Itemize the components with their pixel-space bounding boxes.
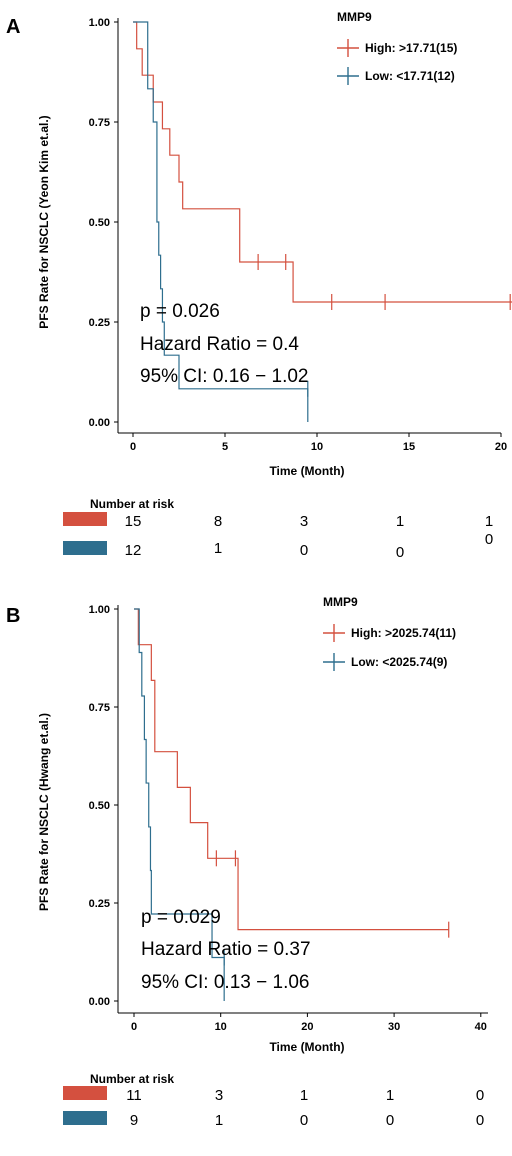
risk-count: 0: [396, 544, 404, 561]
y-tick-label: 0.25: [89, 317, 110, 329]
risk-row-swatch-high: [63, 1086, 107, 1100]
risk-table-title: Number at risk: [90, 497, 174, 511]
risk-count: 1: [386, 1087, 394, 1104]
risk-count: 1: [214, 540, 222, 557]
x-tick-label: 15: [403, 441, 415, 453]
risk-count: 3: [215, 1087, 223, 1104]
risk-count: 0: [476, 1087, 484, 1104]
x-tick-label: 10: [311, 441, 323, 453]
y-tick-label: 0.75: [89, 702, 110, 714]
y-tick-label: 0.75: [89, 117, 110, 129]
stat-annotation: p = 0.026: [140, 301, 220, 322]
km-curve-high: [134, 608, 449, 931]
risk-table-title: Number at risk: [90, 1072, 174, 1086]
risk-count: 0: [476, 1112, 484, 1129]
y-tick-label: 0.50: [89, 217, 110, 229]
risk-count: 0: [485, 531, 493, 548]
legend-label-low: Low: <17.71(12): [365, 69, 455, 83]
x-tick-label: 40: [475, 1021, 487, 1033]
y-tick-label: 1.00: [89, 17, 110, 29]
y-tick-label: 0.00: [89, 996, 110, 1008]
risk-count: 8: [214, 513, 222, 530]
km-curve-high: [133, 21, 512, 303]
panel-label: B: [6, 605, 20, 627]
x-tick-label: 10: [215, 1021, 227, 1033]
risk-row-swatch-high: [63, 512, 107, 526]
legend-label-low: Low: <2025.74(9): [351, 655, 447, 669]
x-tick-label: 30: [388, 1021, 400, 1033]
y-axis-label: PFS Rate for NSCLC (Yeon Kim et.al.): [37, 115, 51, 328]
y-tick-label: 0.50: [89, 800, 110, 812]
risk-count: 1: [396, 513, 404, 530]
stat-annotation: Hazard Ratio = 0.4: [140, 334, 299, 355]
x-tick-label: 20: [301, 1021, 313, 1033]
risk-row-swatch-low: [63, 541, 107, 555]
x-tick-label: 20: [495, 441, 507, 453]
legend-label-high: High: >17.71(15): [365, 41, 457, 55]
risk-count: 0: [300, 542, 308, 559]
risk-count: 12: [125, 542, 142, 559]
stat-annotation: p = 0.029: [141, 907, 221, 928]
x-tick-label: 0: [130, 441, 136, 453]
x-tick-label: 5: [222, 441, 228, 453]
legend-label-high: High: >2025.74(11): [351, 626, 456, 640]
y-tick-label: 0.00: [89, 417, 110, 429]
risk-count: 3: [300, 513, 308, 530]
km-curve-low: [134, 608, 225, 1001]
risk-count: 1: [485, 513, 493, 530]
stat-annotation: 95% CI: 0.16 − 1.02: [140, 366, 308, 387]
risk-count: 9: [130, 1112, 138, 1129]
x-axis-label: Time (Month): [269, 1040, 344, 1054]
legend-title: MMP9: [337, 10, 372, 24]
stat-annotation: 95% CI: 0.13 − 1.06: [141, 972, 309, 993]
legend-title: MMP9: [323, 595, 358, 609]
risk-count: 15: [125, 513, 142, 530]
panel-label: A: [6, 16, 20, 38]
risk-count: 11: [126, 1087, 142, 1104]
risk-count: 1: [300, 1087, 308, 1104]
risk-count: 1: [215, 1112, 223, 1129]
x-axis-label: Time (Month): [269, 464, 344, 478]
stat-annotation: Hazard Ratio = 0.37: [141, 939, 311, 960]
y-tick-label: 1.00: [89, 604, 110, 616]
risk-count: 0: [300, 1112, 308, 1129]
y-axis-label: PFS Rate for NSCLC (Hwang et.al.): [37, 713, 51, 911]
x-tick-label: 0: [131, 1021, 137, 1033]
y-tick-label: 0.25: [89, 898, 110, 910]
risk-row-swatch-low: [63, 1111, 107, 1125]
km-curve-low: [133, 21, 309, 422]
risk-count: 0: [386, 1112, 394, 1129]
